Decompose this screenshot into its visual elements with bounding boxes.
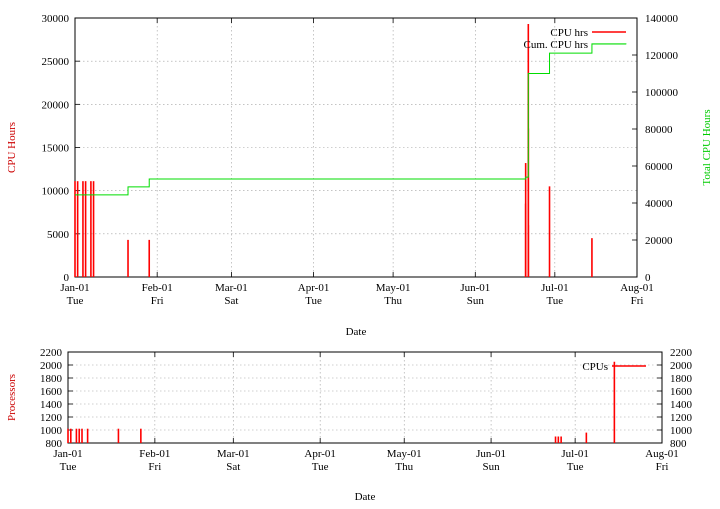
- y2-tick-label: 20000: [645, 235, 673, 247]
- x-tick-label: Feb-01: [142, 282, 173, 294]
- x-tick-label: May-01: [376, 282, 411, 294]
- y-tick-label: 5000: [47, 229, 70, 241]
- x-tick-day-label: Tue: [60, 461, 77, 473]
- x-tick-day-label: Fri: [148, 461, 161, 473]
- x-tick-label: Jun-01: [476, 448, 506, 460]
- y-right-tick-label: 2000: [670, 360, 693, 372]
- cumulative-step-line: [75, 43, 627, 196]
- y2-tick-label: 80000: [645, 124, 673, 136]
- x-tick-label: Jul-01: [541, 282, 569, 294]
- y-tick-label: 2000: [40, 360, 63, 372]
- y-tick-label: 2200: [40, 347, 63, 359]
- x-tick-day-label: Fri: [151, 295, 164, 307]
- x-tick-label: Jan-01: [53, 448, 82, 460]
- y-right-tick-label: 1800: [670, 373, 693, 385]
- y2-axis-title: Total CPU Hours: [701, 109, 713, 185]
- y2-tick-label: 40000: [645, 198, 673, 210]
- y-tick-label: 800: [46, 438, 63, 450]
- y-tick-label: 10000: [42, 186, 70, 198]
- cpu-hours-chart: 0 5000 10000 15000 20000 25000 30000 0 20000 4000…: [6, 13, 713, 338]
- y-right-tick-label: 1000: [670, 425, 693, 437]
- x-tick-label: May-01: [387, 448, 422, 460]
- legend-label: CPU hrs: [550, 27, 588, 39]
- processors-chart: 8001000120014001600180020002200800100012…: [6, 347, 693, 503]
- y-right-tick-label: 1600: [670, 386, 693, 398]
- x-tick-day-label: Sat: [224, 295, 238, 307]
- y-tick-label: 20000: [42, 99, 70, 111]
- x-tick-day-label: Sat: [226, 461, 240, 473]
- y-right-tick-label: 800: [670, 438, 687, 450]
- legend-label: Cum. CPU hrs: [524, 39, 589, 51]
- y-axis-title: CPU Hours: [6, 122, 18, 173]
- y-right-tick-label: 2200: [670, 347, 693, 359]
- x-tick-day-label: Tue: [305, 295, 322, 307]
- y-tick-label: 15000: [42, 143, 70, 155]
- x-tick-day-label: Sun: [467, 295, 485, 307]
- x-axis-title: Date: [346, 326, 367, 338]
- x-tick-label: Apr-01: [304, 448, 336, 460]
- y2-tick-label: 100000: [645, 87, 679, 99]
- y2-tick-label: 0: [645, 272, 651, 284]
- y-right-tick-label: 1400: [670, 399, 693, 411]
- x-tick-day-label: Tue: [567, 461, 584, 473]
- y-tick-label: 0: [64, 272, 70, 284]
- x-axis-title: Date: [355, 491, 376, 503]
- x-tick-label: Jun-01: [460, 282, 490, 294]
- y2-tick-label: 60000: [645, 161, 673, 173]
- y-tick-label: 1200: [40, 412, 63, 424]
- x-tick-day-label: Fri: [656, 461, 669, 473]
- x-tick-label: Jul-01: [561, 448, 589, 460]
- x-tick-day-label: Tue: [312, 461, 329, 473]
- x-tick-label: Aug-01: [620, 282, 654, 294]
- y2-tick-label: 140000: [645, 13, 679, 25]
- y-tick-label: 25000: [42, 56, 70, 68]
- x-tick-label: Mar-01: [217, 448, 250, 460]
- x-tick-label: Apr-01: [298, 282, 330, 294]
- y-tick-label: 30000: [42, 13, 70, 25]
- x-tick-day-label: Thu: [395, 461, 413, 473]
- x-tick-label: Jan-01: [60, 282, 89, 294]
- x-tick-day-label: Fri: [631, 295, 644, 307]
- y-axis-title: Processors: [6, 374, 18, 421]
- legend-label: CPUs: [582, 361, 608, 373]
- y-tick-label: 1600: [40, 386, 63, 398]
- y-right-tick-label: 1200: [670, 412, 693, 424]
- y2-tick-label: 120000: [645, 50, 679, 62]
- y-tick-label: 1400: [40, 399, 63, 411]
- x-tick-day-label: Thu: [384, 295, 402, 307]
- x-tick-day-label: Sun: [483, 461, 501, 473]
- x-tick-label: Aug-01: [645, 448, 679, 460]
- y-tick-label: 1000: [40, 425, 63, 437]
- x-tick-day-label: Tue: [546, 295, 563, 307]
- plot-frame: [67, 351, 663, 444]
- plot-frame: [74, 17, 638, 278]
- x-tick-label: Mar-01: [215, 282, 248, 294]
- y-tick-label: 1800: [40, 373, 63, 385]
- x-tick-day-label: Tue: [67, 295, 84, 307]
- x-tick-label: Feb-01: [139, 448, 170, 460]
